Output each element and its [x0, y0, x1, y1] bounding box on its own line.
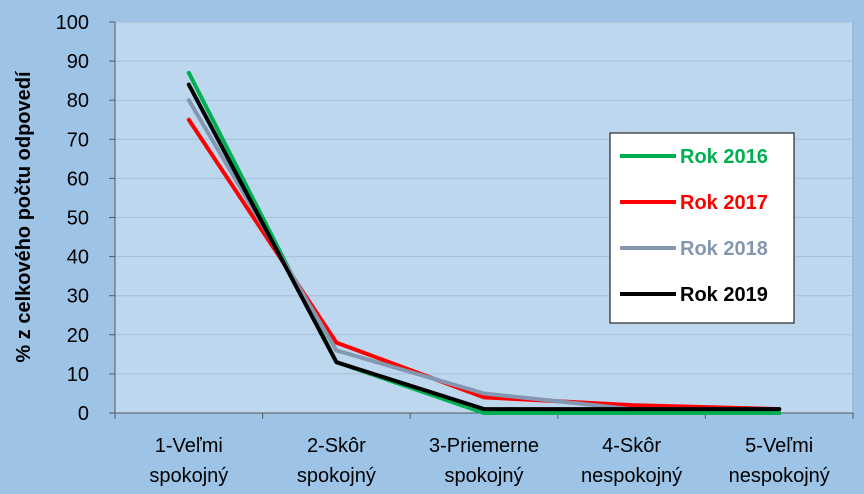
y-tick-label: 80 [67, 90, 89, 112]
y-tick-label: 20 [67, 325, 89, 347]
y-tick-label: 40 [67, 247, 89, 269]
series-line-3 [186, 82, 782, 412]
y-tick-label: 70 [67, 129, 89, 151]
legend-label: Rok 2019 [680, 284, 768, 306]
x-tick-label-line: nespokojný [729, 465, 830, 487]
x-tick-label: 1-Veľmi spokojný [149, 435, 228, 487]
y-tick-label: 100 [56, 12, 89, 34]
legend-label: Rok 2018 [680, 238, 768, 260]
x-tick-label: 2-Skôr spokojný [297, 435, 376, 487]
x-tick-label-line: 4-Skôr [602, 435, 661, 457]
x-tick-label-line: spokojný [297, 465, 376, 487]
legend-box [609, 132, 795, 324]
x-tick-label-line: 3-Priemerne [429, 435, 539, 457]
legend: Rok 2016 Rok 2017 Rok 2018 Rok 2019 [609, 132, 795, 324]
x-tick-label: 5-Veľmi nespokojný [729, 435, 830, 487]
y-tick-label: 0 [78, 403, 89, 425]
legend-label: Rok 2017 [680, 192, 768, 214]
x-tick-label-line: 5-Veľmi [745, 435, 813, 457]
y-tick-label: 50 [67, 208, 89, 230]
y-tick-label: 60 [67, 168, 89, 190]
legend-label: Rok 2016 [680, 146, 768, 168]
y-axis-label: % z celkového počtu odpovedí [13, 70, 35, 363]
x-tick-label: 3-Priemerne spokojný [429, 435, 539, 487]
x-tick-label-line: nespokojný [581, 465, 682, 487]
x-tick-label: 4-Skôr nespokojný [581, 435, 682, 487]
y-tick-label: 30 [67, 286, 89, 308]
y-tick-label: 90 [67, 51, 89, 73]
y-tick-label: 10 [67, 364, 89, 386]
x-tick-label-line: spokojný [149, 465, 228, 487]
x-tick-label-line: 2-Skôr [307, 435, 366, 457]
series-lines [186, 70, 782, 415]
x-tick-label-line: spokojný [445, 465, 524, 487]
x-tick-label-line: 1-Veľmi [155, 435, 223, 457]
